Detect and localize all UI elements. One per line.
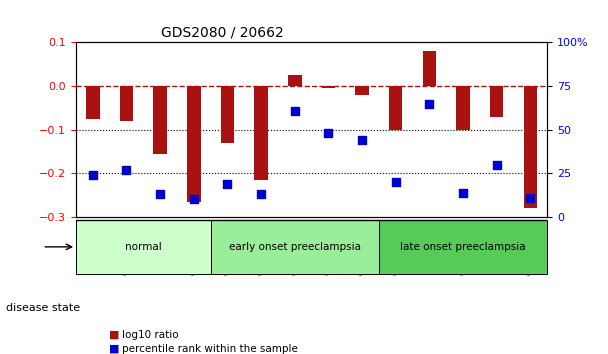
- Text: disease state: disease state: [6, 303, 80, 313]
- Bar: [254, 86, 268, 180]
- Point: [189, 197, 199, 202]
- Point: [391, 179, 401, 185]
- Bar: [423, 51, 436, 86]
- Bar: [457, 86, 470, 130]
- Point: [492, 162, 502, 167]
- Text: percentile rank within the sample: percentile rank within the sample: [122, 344, 297, 354]
- Text: GSM106280: GSM106280: [358, 220, 367, 275]
- Text: GSM106275: GSM106275: [189, 220, 198, 275]
- Point: [323, 130, 333, 136]
- Text: GSM106284: GSM106284: [492, 220, 501, 274]
- Bar: [355, 86, 369, 95]
- Text: early onset preeclampsia: early onset preeclampsia: [229, 242, 361, 252]
- Point: [155, 192, 165, 197]
- Bar: [187, 86, 201, 202]
- Point: [458, 190, 468, 195]
- Point: [290, 108, 300, 113]
- FancyBboxPatch shape: [210, 220, 379, 274]
- Bar: [288, 75, 302, 86]
- Text: GSM106279: GSM106279: [324, 220, 333, 275]
- Text: ■: ■: [109, 330, 120, 340]
- Text: GSM106277: GSM106277: [257, 220, 266, 275]
- FancyBboxPatch shape: [76, 220, 210, 274]
- Text: GSM106249: GSM106249: [88, 220, 97, 274]
- Text: GSM106250: GSM106250: [122, 220, 131, 275]
- Text: normal: normal: [125, 242, 162, 252]
- Bar: [322, 86, 335, 88]
- Bar: [153, 86, 167, 154]
- Text: ■: ■: [109, 344, 120, 354]
- Text: GSM106278: GSM106278: [290, 220, 299, 275]
- Text: GSM106285: GSM106285: [526, 220, 535, 275]
- Text: GSM106276: GSM106276: [223, 220, 232, 275]
- Bar: [389, 86, 402, 130]
- Point: [256, 192, 266, 197]
- Point: [223, 181, 232, 187]
- Bar: [221, 86, 234, 143]
- Text: GSM106283: GSM106283: [458, 220, 468, 275]
- Point: [424, 101, 434, 106]
- Bar: [86, 86, 100, 119]
- Text: GSM106282: GSM106282: [425, 220, 434, 274]
- Text: log10 ratio: log10 ratio: [122, 330, 178, 340]
- Text: late onset preeclampsia: late onset preeclampsia: [400, 242, 526, 252]
- Point: [88, 172, 98, 178]
- Bar: [523, 86, 537, 208]
- Point: [525, 195, 535, 201]
- FancyBboxPatch shape: [379, 220, 547, 274]
- Point: [358, 137, 367, 143]
- Text: GSM106274: GSM106274: [156, 220, 165, 274]
- Bar: [120, 86, 133, 121]
- Text: GSM106281: GSM106281: [391, 220, 400, 275]
- Text: GDS2080 / 20662: GDS2080 / 20662: [161, 26, 283, 40]
- Point: [122, 167, 131, 173]
- Bar: [490, 86, 503, 116]
